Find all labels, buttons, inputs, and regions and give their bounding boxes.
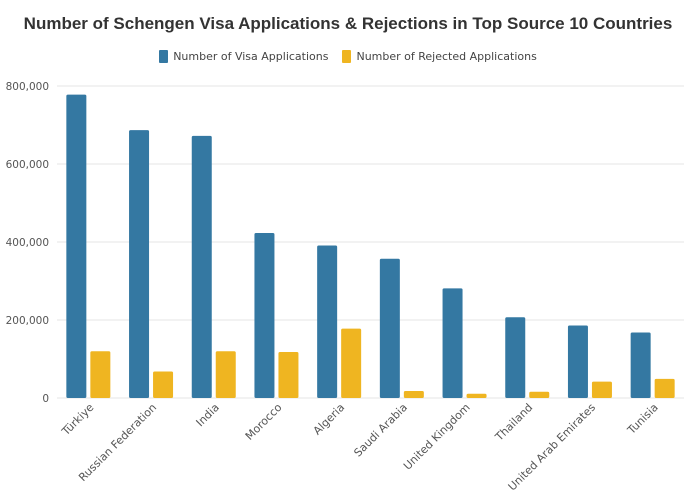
bar-rejected[interactable] xyxy=(278,351,299,398)
legend-swatch-rejected xyxy=(342,50,352,63)
y-tick-label: 600,000 xyxy=(6,159,49,171)
legend-label-rejected: Number of Rejected Applications xyxy=(356,50,537,63)
x-tick-label: United Kingdom xyxy=(401,401,473,473)
bar-rejected[interactable] xyxy=(403,390,424,398)
bar-applications[interactable] xyxy=(66,94,87,398)
y-tick-label: 400,000 xyxy=(6,237,49,249)
x-tick-label: Saudi Arabia xyxy=(351,401,410,460)
bar-applications[interactable] xyxy=(567,325,588,398)
bar-rejected[interactable] xyxy=(341,328,362,398)
x-tick-label: Morocco xyxy=(243,401,285,443)
x-tick-label: Thailand xyxy=(492,401,535,444)
bar-rejected[interactable] xyxy=(215,351,236,398)
legend-swatch-applications xyxy=(159,50,169,63)
chart-title: Number of Schengen Visa Applications & R… xyxy=(23,14,673,33)
x-tick-label: India xyxy=(194,401,222,429)
bar-rejected[interactable] xyxy=(654,378,675,398)
y-tick-label: 0 xyxy=(42,393,49,405)
bar-rejected[interactable] xyxy=(466,393,487,398)
bar-rejected[interactable] xyxy=(529,391,550,398)
bar-rejected[interactable] xyxy=(90,351,111,398)
legend-item-rejected[interactable]: Number of Rejected Applications xyxy=(342,50,537,63)
y-tick-label: 200,000 xyxy=(6,315,49,327)
legend-item-applications[interactable]: Number of Visa Applications xyxy=(159,50,328,63)
chart-legend: Number of Visa Applications Number of Re… xyxy=(0,50,696,63)
x-tick-label: Tunisia xyxy=(624,401,660,437)
bar-applications[interactable] xyxy=(442,288,463,398)
bar-rejected[interactable] xyxy=(591,381,612,398)
bar-applications[interactable] xyxy=(129,130,150,398)
bar-applications[interactable] xyxy=(317,245,338,398)
legend-label-applications: Number of Visa Applications xyxy=(173,50,329,63)
bar-applications[interactable] xyxy=(254,233,275,398)
x-tick-label: Algeria xyxy=(311,401,348,438)
bar-applications[interactable] xyxy=(379,258,400,398)
bar-applications[interactable] xyxy=(191,135,212,399)
bar-applications[interactable] xyxy=(505,317,526,398)
x-tick-label: Türkiye xyxy=(59,401,97,439)
y-tick-label: 800,000 xyxy=(6,81,49,93)
bar-applications[interactable] xyxy=(630,332,651,398)
bar-rejected[interactable] xyxy=(153,371,174,398)
